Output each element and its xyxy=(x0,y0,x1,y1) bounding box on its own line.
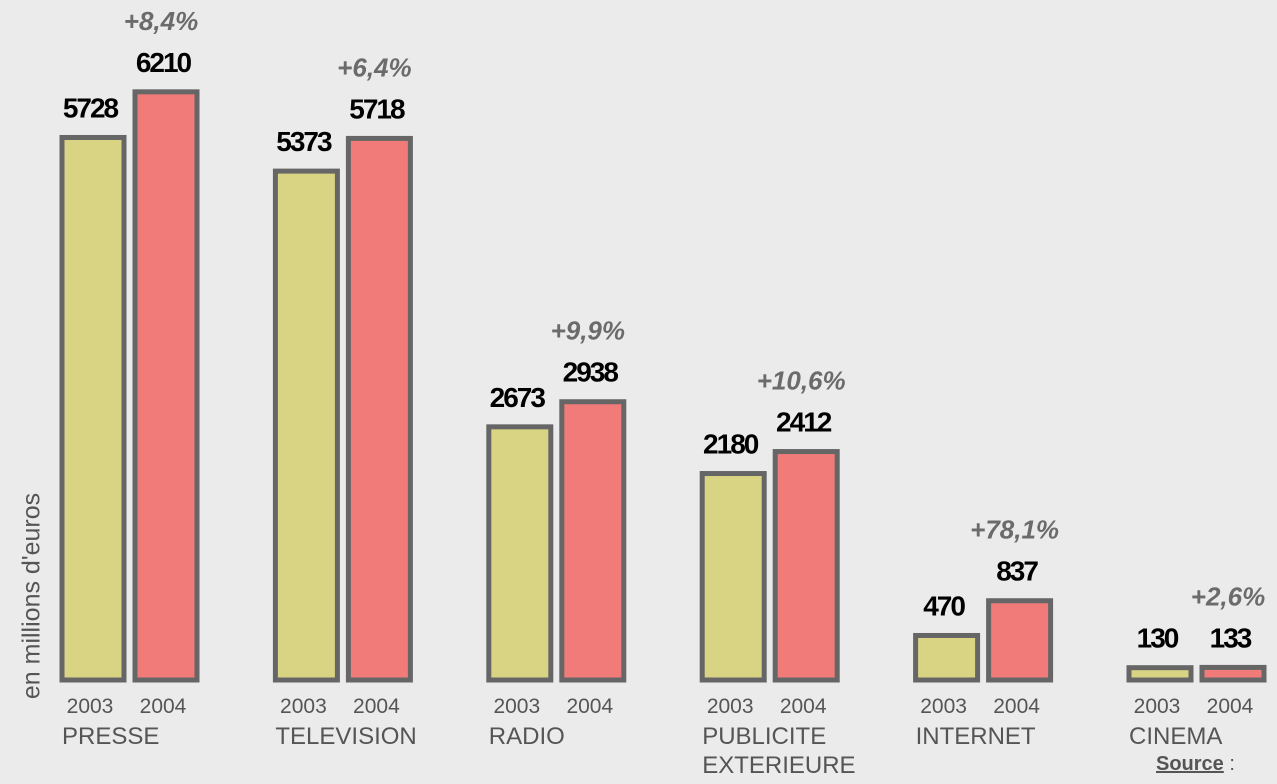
year-label: 2004 xyxy=(1207,695,1254,718)
value-label: 130 xyxy=(1137,623,1179,654)
year-label: 2003 xyxy=(1134,695,1181,718)
year-label: 2004 xyxy=(566,695,613,718)
value-label: 6210 xyxy=(136,47,192,78)
growth-label: +8,4% xyxy=(124,6,198,36)
year-label: 2004 xyxy=(140,695,187,718)
bar xyxy=(913,632,981,683)
source-separator: : xyxy=(1229,753,1235,775)
year-label: 2003 xyxy=(920,695,967,718)
value-label: 470 xyxy=(923,590,965,621)
bar xyxy=(272,168,340,683)
value-label: 837 xyxy=(996,556,1038,587)
growth-label: +2,6% xyxy=(1191,581,1265,611)
year-label: 2004 xyxy=(353,695,400,718)
value-label: 133 xyxy=(1210,622,1252,653)
year-label: 2003 xyxy=(707,695,754,718)
bar xyxy=(772,449,840,683)
bar xyxy=(345,135,413,683)
category-label: PUBLICITE EXTERIEURE xyxy=(702,723,856,779)
year-label: 2003 xyxy=(280,695,327,718)
growth-label: +6,4% xyxy=(337,52,411,82)
value-label: 5373 xyxy=(276,126,332,157)
growth-label: +78,1% xyxy=(970,515,1059,545)
category-label: INTERNET xyxy=(915,723,1036,750)
year-label: 2004 xyxy=(993,695,1040,718)
source: Source : xyxy=(1156,753,1235,776)
growth-label: +10,6% xyxy=(757,366,846,396)
bar xyxy=(1199,664,1267,683)
bar xyxy=(559,399,627,683)
bar xyxy=(59,134,127,683)
value-label: 5718 xyxy=(349,93,405,124)
bar xyxy=(132,89,200,683)
source-label: Source xyxy=(1156,753,1224,775)
value-label: 2180 xyxy=(703,429,759,460)
category-label: RADIO xyxy=(488,723,565,750)
year-label: 2004 xyxy=(780,695,827,718)
bar xyxy=(986,598,1054,683)
value-label: 2412 xyxy=(776,407,832,438)
value-label: 5728 xyxy=(63,92,119,123)
bar xyxy=(1126,665,1194,683)
year-label: 2003 xyxy=(67,695,114,718)
y-axis-label: en millions d'euros xyxy=(18,493,46,699)
growth-label: +9,9% xyxy=(551,316,625,346)
bar xyxy=(486,424,554,683)
category-label: TELEVISION xyxy=(275,723,417,750)
bar xyxy=(699,471,767,683)
year-label: 2003 xyxy=(493,695,540,718)
value-label: 2673 xyxy=(490,382,546,413)
category-label: PRESSE xyxy=(62,723,160,750)
value-label: 2938 xyxy=(563,357,619,388)
category-label: CINEMA xyxy=(1129,723,1223,750)
